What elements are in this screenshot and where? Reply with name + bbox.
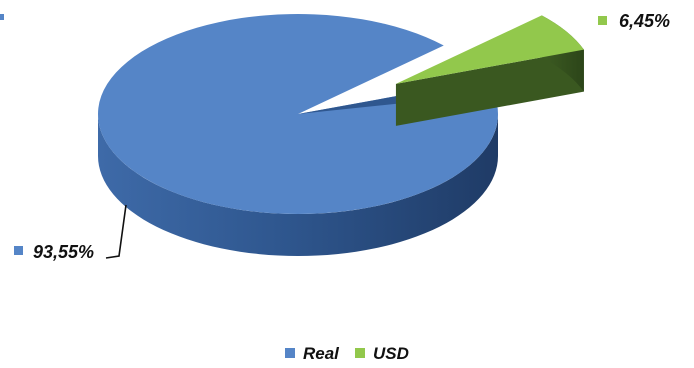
leader-line-real [105,204,127,259]
data-label-swatch-usd [598,16,607,25]
legend-label-real: Real [303,344,340,363]
legend: Real USD [285,344,409,363]
pie-layer [97,13,584,256]
data-label-swatch-real [14,246,23,255]
corner-mark [0,14,4,20]
pie-side-real [98,114,498,256]
pie-slice-usd [395,15,584,84]
data-label-usd: 6,45% [619,11,670,31]
pie-side-usd-inner [395,49,584,126]
legend-swatch-usd [355,348,365,358]
legend-label-usd: USD [373,344,409,363]
pie-slice-real [97,13,498,214]
legend-swatch-real [285,348,295,358]
data-label-real: 93,55% [33,242,94,262]
